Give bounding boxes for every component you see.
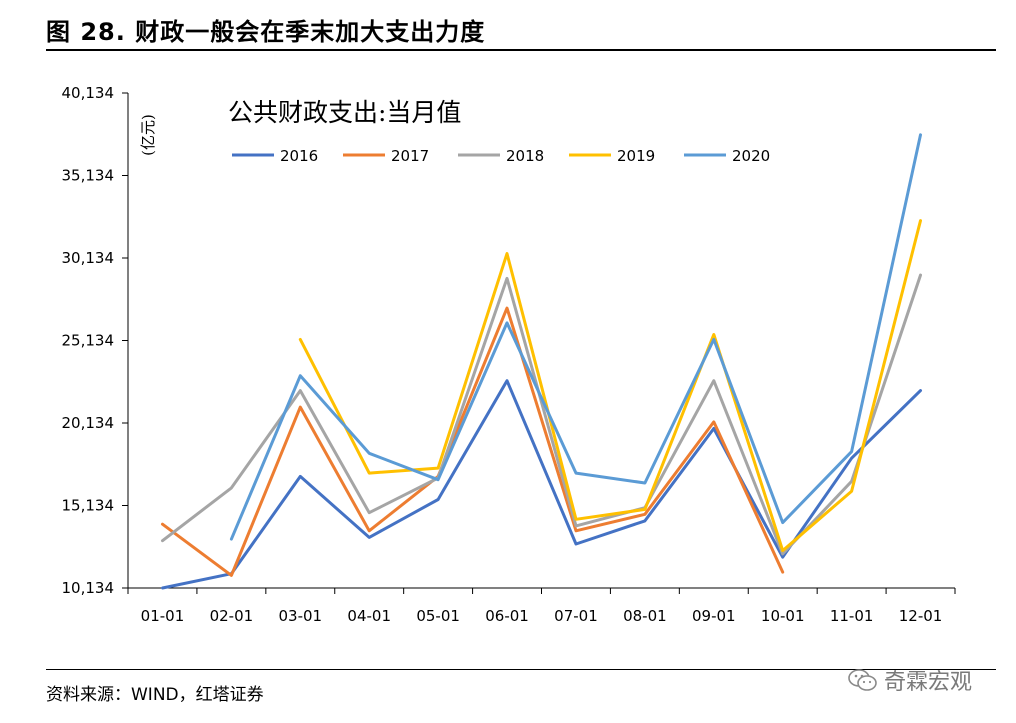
series-line-2019 (298, 219, 922, 553)
x-tick-label: 12-01 (899, 607, 943, 625)
y-tick-label: 10,134 (62, 579, 115, 597)
footer-rule (46, 669, 996, 670)
watermark: 奇霖宏观 (848, 664, 972, 696)
x-tick-label: 10-01 (761, 607, 805, 625)
series-lines (161, 133, 922, 590)
legend-label-2016: 2016 (280, 147, 318, 165)
y-tick-label: 25,134 (62, 332, 115, 350)
x-tick-label: 05-01 (416, 607, 460, 625)
chart-legend: 2016 2017 2018 2019 2020 (232, 147, 770, 165)
y-tick-label: 40,134 (62, 84, 115, 102)
series-line-2020 (229, 133, 922, 541)
title-rule (46, 49, 996, 51)
x-tick-label: 01-01 (141, 607, 185, 625)
legend-label-2017: 2017 (391, 147, 429, 165)
x-tick-label: 02-01 (210, 607, 254, 625)
watermark-text: 奇霖宏观 (884, 670, 973, 695)
legend-label-2020: 2020 (732, 147, 770, 165)
series-line-2017 (163, 308, 921, 575)
y-tick-label: 20,134 (62, 414, 115, 432)
x-tick-label: 09-01 (692, 607, 736, 625)
figure-title: 图 28. 财政一般会在季末加大支出力度 (46, 18, 486, 46)
x-tick-label: 07-01 (554, 607, 598, 625)
legend-label-2018: 2018 (506, 147, 544, 165)
wechat-icon (848, 669, 877, 691)
x-tick-label: 11-01 (830, 607, 874, 625)
x-tick-label: 06-01 (485, 607, 529, 625)
y-tick-label: 15,134 (62, 497, 115, 515)
chart-axes: 10,134 15,134 20,134 25,134 30,134 35,134 40,1… (62, 84, 956, 625)
source-note: 资料来源：WIND，红塔证券 (46, 685, 264, 705)
x-tick-label: 08-01 (623, 607, 667, 625)
x-tick-label: 03-01 (278, 607, 322, 625)
y-tick-label: 30,134 (62, 249, 115, 267)
legend-label-2019: 2019 (617, 147, 655, 165)
chart-title: 公共财政支出:当月值 (228, 98, 461, 127)
y-axis-unit: (亿元) (139, 114, 157, 156)
series-line-2016 (161, 379, 922, 590)
x-tick-label: 04-01 (347, 607, 391, 625)
y-tick-label: 35,134 (62, 167, 115, 185)
